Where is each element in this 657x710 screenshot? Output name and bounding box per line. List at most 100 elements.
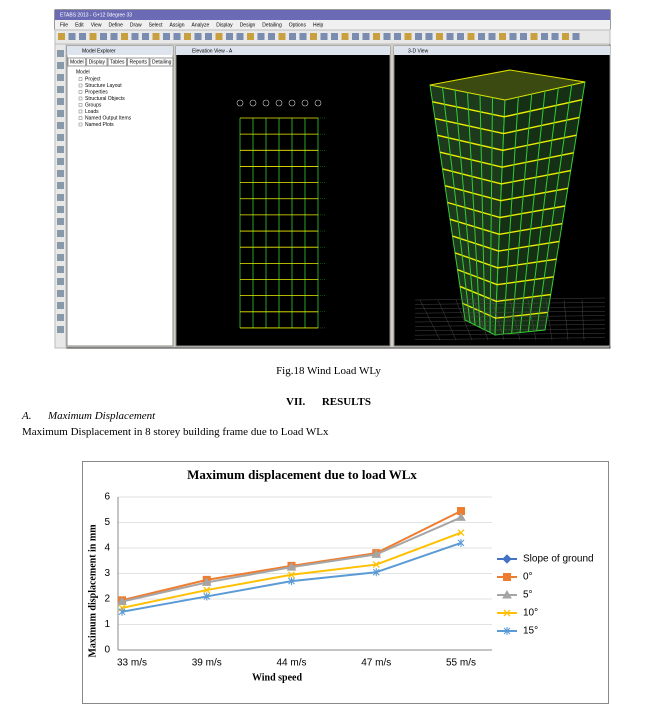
ground-grid <box>414 306 606 309</box>
elevation-header <box>176 46 390 55</box>
tree-expander <box>78 122 83 127</box>
side-icon <box>57 86 64 93</box>
y-tick-label: 1 <box>104 619 110 630</box>
tool-icon <box>226 33 233 40</box>
menu-item: Edit <box>75 22 84 28</box>
tool-icon <box>572 33 580 40</box>
tool-icon <box>110 33 118 40</box>
y-tick-label: 6 <box>104 492 110 503</box>
explorer-tab: Tables <box>110 59 125 65</box>
title-text: ETABS 2013 - G+12 0degree 33 <box>60 12 132 18</box>
tool-icon <box>446 33 454 40</box>
column-left <box>454 89 476 326</box>
etabs-screenshot: ETABS 2013 - G+12 0degree 33 Model Explo… <box>54 9 611 349</box>
tool-icon <box>299 33 307 40</box>
side-icon <box>57 326 64 333</box>
tool-icon <box>373 33 380 40</box>
tree-expander <box>78 90 83 94</box>
elevation-title: Elevation View - A <box>192 48 233 54</box>
x-tick-label: 39 m/s <box>192 658 222 669</box>
marker <box>457 538 465 547</box>
building-3d <box>429 69 586 336</box>
menu-item: View <box>91 22 102 28</box>
tree-item: Named Output Items <box>85 115 132 121</box>
ground-grid <box>581 299 585 341</box>
marker <box>286 562 297 571</box>
tool-icon <box>79 33 86 40</box>
marker <box>203 592 211 601</box>
ground-grid <box>414 315 606 318</box>
column-right <box>519 90 546 333</box>
ground-grid <box>414 324 606 327</box>
subsection-title: Maximum Displacement <box>47 410 156 422</box>
tool-icon <box>215 33 223 40</box>
tool-icon <box>425 33 433 40</box>
tool-icon <box>247 33 254 40</box>
tree-expander <box>78 116 83 120</box>
tool-icon <box>257 33 265 40</box>
marker <box>502 589 512 599</box>
tab-box <box>86 57 108 67</box>
explorer-tab: Reports <box>129 59 147 65</box>
tool-icon <box>152 33 160 40</box>
ground-grid <box>455 299 473 341</box>
legend-label: 0° <box>523 572 533 583</box>
ground-grid <box>527 299 537 341</box>
tool-icon <box>331 33 338 40</box>
tool-icon <box>551 33 559 40</box>
tool-icon <box>173 33 181 40</box>
column-left <box>479 94 486 331</box>
x-tick-label: 44 m/s <box>276 658 306 669</box>
column-right <box>527 87 559 332</box>
ground-grid <box>414 311 606 314</box>
ground-grid <box>414 328 606 331</box>
legend-label: 15° <box>523 626 538 637</box>
side-icon <box>57 230 64 237</box>
tool-icon <box>436 33 443 40</box>
tool-icon <box>89 33 97 40</box>
menu-item: Design <box>240 22 256 28</box>
side-icon <box>57 302 64 309</box>
tree-expander <box>78 77 83 81</box>
tool-icon <box>478 33 485 40</box>
tool-icon <box>499 33 506 40</box>
side-icon <box>57 110 64 117</box>
subsection-letter: A. <box>22 410 32 422</box>
tool-icon <box>530 33 538 40</box>
tool-icon <box>58 33 65 40</box>
marker <box>503 627 511 635</box>
grid-bubble <box>249 99 257 107</box>
title-bar <box>55 10 610 20</box>
chart-title: Maximum displacement due to load WLx <box>187 467 417 482</box>
tool-icon <box>415 33 422 40</box>
section-heading: VII. RESULTS <box>0 396 657 408</box>
tool-icon <box>100 33 107 40</box>
ground-grid <box>414 302 606 305</box>
tree-expander <box>78 83 83 88</box>
tree-item: Groups <box>85 102 102 108</box>
ground-grid <box>545 299 553 341</box>
tab-box <box>149 57 174 67</box>
grid-bubble <box>288 99 296 107</box>
tree-item: Named Plots <box>85 122 114 128</box>
marker <box>118 607 126 616</box>
legend-label: 5° <box>523 590 533 601</box>
explorer-title: Model Explorer <box>82 48 116 54</box>
side-icon <box>57 134 64 141</box>
tool-icon <box>467 33 475 40</box>
marker <box>372 561 380 569</box>
marker <box>457 529 465 537</box>
y-tick-label: 3 <box>104 568 110 579</box>
paragraph: Maximum Displacement in 8 storey buildin… <box>22 426 329 438</box>
ground-grid <box>414 337 606 340</box>
tree-expander <box>78 103 83 107</box>
menu-item: Help <box>313 22 324 28</box>
ground-grid <box>437 299 457 341</box>
menu-item: Define <box>108 22 123 28</box>
side-icon <box>57 158 64 165</box>
side-icon <box>57 314 64 321</box>
explorer-panel <box>66 45 174 347</box>
ground-grid <box>563 299 569 341</box>
y-tick-label: 2 <box>104 594 110 605</box>
